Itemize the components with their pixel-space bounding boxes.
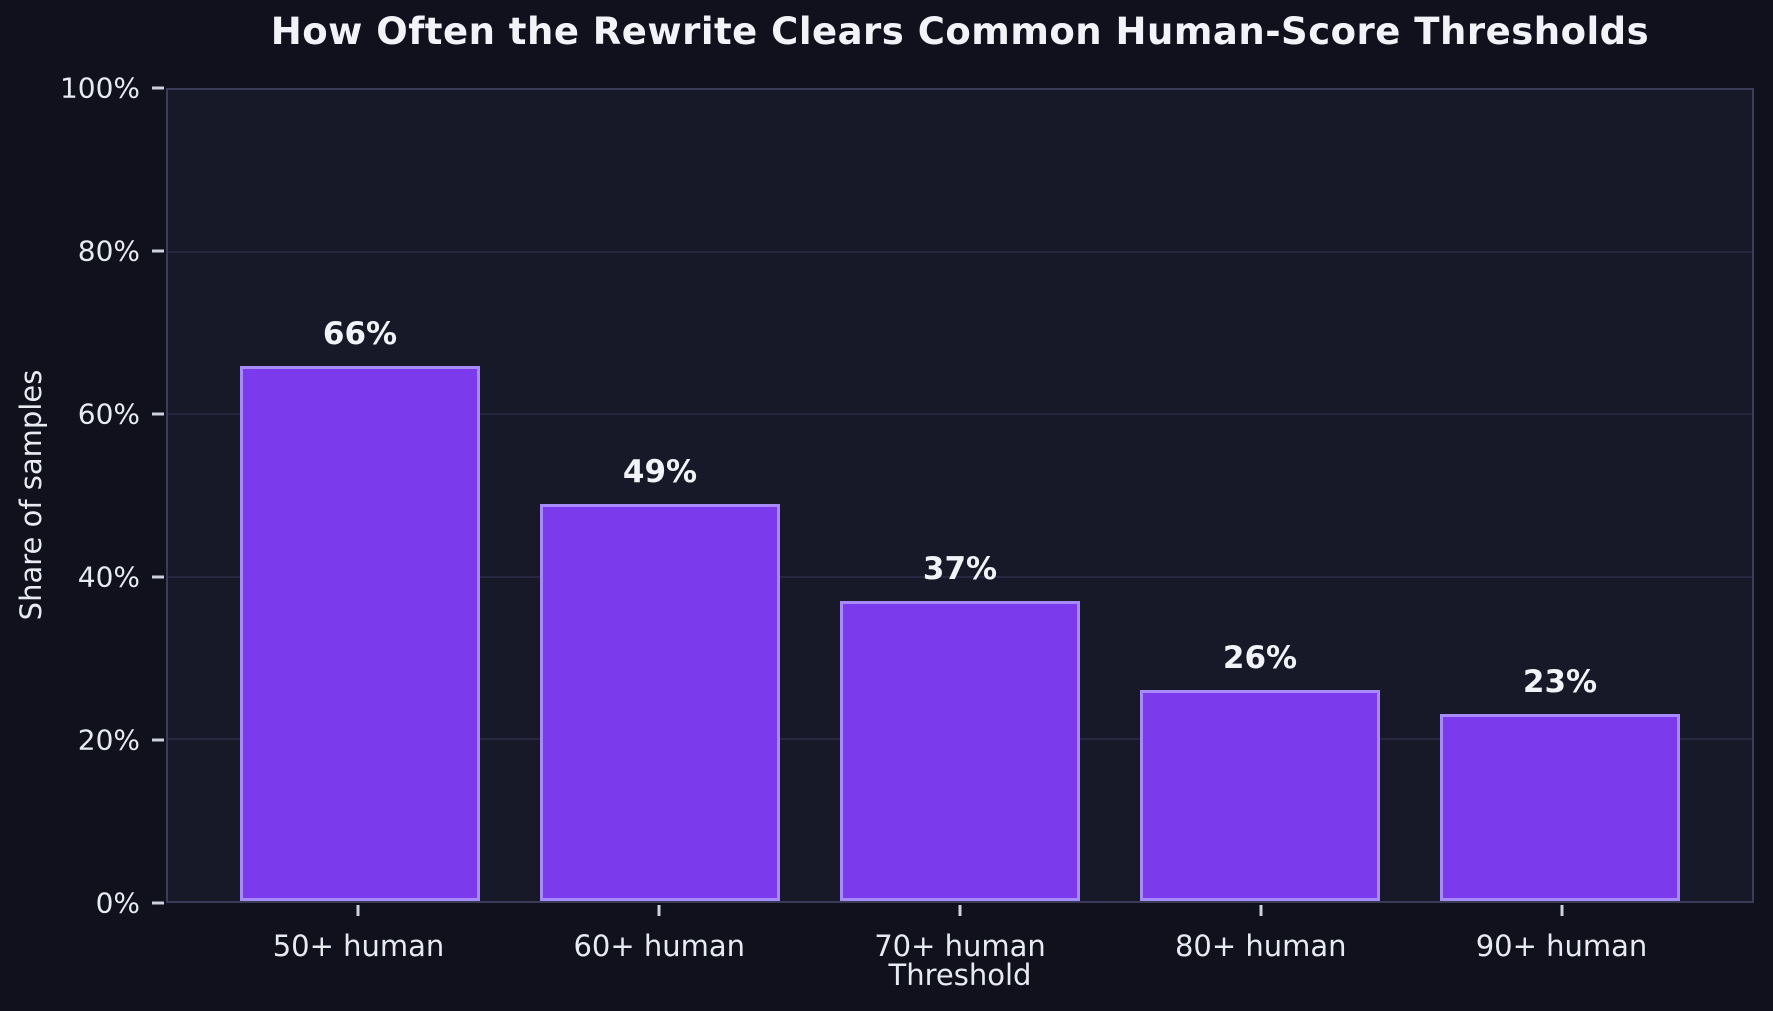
bar-70-human: [840, 600, 1080, 901]
bar-60-human: [540, 503, 780, 901]
x-tick-label: 60+ human: [573, 929, 746, 963]
y-tick-mark: [152, 901, 164, 905]
bar-80-human: [1140, 690, 1380, 901]
y-tick-mark: [152, 575, 164, 579]
y-tick-mark: [152, 249, 164, 253]
y-tick-label: 60%: [77, 397, 140, 431]
y-axis: 0% 20% 40% 60% 80% 100%: [0, 72, 166, 920]
gridline: [168, 413, 1752, 416]
plot-area: 66% 49% 37% 26% 23%: [166, 88, 1754, 903]
gridline: [168, 251, 1752, 254]
x-axis-title: Threshold: [888, 958, 1032, 992]
bar-90-human: [1440, 714, 1680, 901]
bar-value-label: 66%: [322, 315, 398, 352]
x-tick-label: 90+ human: [1475, 929, 1648, 963]
y-tick-mark: [152, 738, 164, 742]
chart-title: How Often the Rewrite Clears Common Huma…: [270, 10, 1650, 53]
bar-value-label: 37%: [922, 550, 998, 587]
x-tick-mark: [1560, 905, 1563, 916]
y-tick-mark: [152, 412, 164, 416]
bar-value-label: 49%: [622, 453, 698, 490]
x-axis: 50+ human 60+ human 70+ human 80+ human 90+ …: [166, 905, 1754, 975]
x-tick-mark: [958, 905, 962, 916]
y-tick-label: 0%: [95, 886, 140, 920]
y-tick-label: 40%: [77, 560, 140, 594]
y-tick-mark: [152, 86, 164, 90]
bar-value-label: 23%: [1522, 664, 1598, 701]
bar-value-label: 26%: [1222, 640, 1298, 677]
x-tick-label: 50+ human: [272, 929, 445, 963]
x-tick-mark: [356, 905, 360, 916]
x-tick-mark: [657, 905, 661, 916]
y-tick-label: 80%: [77, 234, 140, 268]
gridline: [168, 575, 1752, 578]
bar-50-human: [240, 365, 480, 901]
x-tick-label: 80+ human: [1174, 929, 1347, 963]
x-tick-label: 70+ human: [874, 929, 1046, 963]
y-tick-label: 100%: [59, 71, 140, 105]
x-tick-mark: [1259, 905, 1263, 916]
y-tick-label: 20%: [77, 723, 140, 757]
